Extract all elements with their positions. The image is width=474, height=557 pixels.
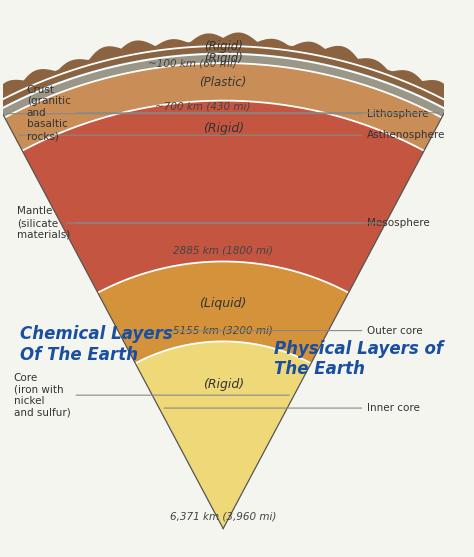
Polygon shape (0, 54, 446, 118)
Polygon shape (5, 63, 442, 151)
Text: Crust
(granitic
and
basaltic
rocks): Crust (granitic and basaltic rocks) (27, 85, 439, 141)
Text: Chemical Layers
Of The Earth: Chemical Layers Of The Earth (20, 325, 173, 364)
Text: (Plastic): (Plastic) (200, 76, 247, 89)
Polygon shape (0, 33, 453, 108)
Text: ~700 km (430 mi): ~700 km (430 mi) (155, 101, 250, 111)
Text: Core
(iron with
nickel
and sulfur): Core (iron with nickel and sulfur) (14, 373, 289, 418)
Text: 5155 km (3200 mi): 5155 km (3200 mi) (173, 325, 273, 335)
Polygon shape (135, 341, 311, 528)
Polygon shape (98, 261, 348, 363)
Text: 6,371 km (3,960 mi): 6,371 km (3,960 mi) (170, 512, 276, 522)
Polygon shape (0, 47, 449, 109)
Text: (Rigid): (Rigid) (202, 378, 244, 391)
Text: (Rigid): (Rigid) (202, 123, 244, 135)
Text: Mantle
(silicate
materials): Mantle (silicate materials) (18, 207, 381, 240)
Polygon shape (0, 41, 452, 108)
Text: Ocean: Ocean (0, 556, 1, 557)
Text: Mesosphere: Mesosphere (65, 218, 430, 228)
Text: ~100 km (60 mi): ~100 km (60 mi) (147, 58, 236, 69)
Polygon shape (0, 46, 450, 109)
Text: (Rigid): (Rigid) (204, 41, 243, 53)
Text: Outer core: Outer core (123, 326, 423, 336)
Text: (Liquid): (Liquid) (200, 297, 247, 310)
Text: 2885 km (1800 mi): 2885 km (1800 mi) (173, 245, 273, 255)
Polygon shape (22, 101, 424, 293)
Text: (Rigid): (Rigid) (204, 52, 243, 65)
Text: Inner core: Inner core (164, 403, 420, 413)
Text: Lithosphere: Lithosphere (8, 109, 429, 119)
Text: Asthenosphere: Asthenosphere (19, 130, 446, 140)
Text: Physical Layers of
The Earth: Physical Layers of The Earth (274, 340, 443, 378)
